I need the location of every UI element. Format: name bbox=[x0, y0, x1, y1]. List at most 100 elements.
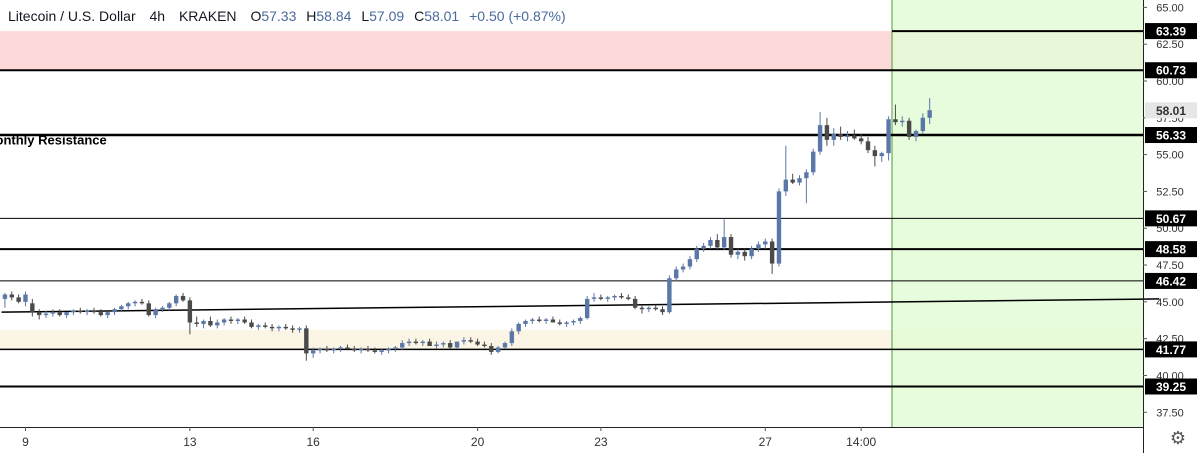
candle bbox=[776, 188, 782, 267]
candle bbox=[269, 323, 275, 332]
level-tag bbox=[1145, 62, 1197, 79]
candle-body bbox=[441, 343, 446, 345]
candle bbox=[98, 309, 104, 317]
candle-body bbox=[886, 119, 891, 154]
candle bbox=[297, 326, 302, 333]
candle-body bbox=[626, 297, 631, 299]
candle-body bbox=[468, 340, 473, 342]
annotation-label-0: onthly Resistance bbox=[0, 133, 107, 148]
candle-body bbox=[372, 350, 378, 352]
candle-body bbox=[776, 191, 782, 264]
candle-body bbox=[447, 343, 453, 348]
candle bbox=[564, 320, 569, 327]
low-value: 57.09 bbox=[369, 8, 405, 24]
candle bbox=[769, 238, 775, 274]
candle bbox=[50, 309, 56, 317]
candle-body bbox=[872, 150, 878, 157]
candle-body bbox=[249, 322, 254, 327]
interval-label: 4h bbox=[149, 8, 166, 24]
candle-body bbox=[756, 244, 761, 249]
candle bbox=[715, 234, 720, 251]
candle bbox=[468, 337, 473, 344]
candle bbox=[126, 301, 131, 310]
candle-body bbox=[509, 331, 515, 344]
candle bbox=[578, 316, 583, 324]
level-tag bbox=[1145, 272, 1197, 289]
price-tick-label: 52.50 bbox=[1156, 186, 1184, 198]
candle bbox=[763, 238, 768, 249]
candle bbox=[146, 300, 151, 317]
candle-body bbox=[550, 319, 556, 323]
candle-body bbox=[571, 320, 576, 323]
level-tag bbox=[1145, 23, 1197, 40]
candle-body bbox=[502, 343, 508, 348]
candle-body bbox=[276, 326, 282, 329]
candle-body bbox=[708, 240, 713, 246]
candle-body bbox=[639, 307, 645, 310]
candle bbox=[235, 318, 241, 324]
level-tag-label: 46.42 bbox=[1156, 274, 1186, 288]
candle-body bbox=[694, 248, 699, 260]
candle bbox=[352, 346, 357, 352]
candle-body bbox=[557, 322, 562, 324]
candle bbox=[173, 294, 179, 307]
candle bbox=[393, 346, 398, 352]
candle-body bbox=[194, 322, 199, 324]
candle bbox=[797, 175, 802, 186]
candle bbox=[927, 98, 932, 124]
close-value: 58.01 bbox=[424, 8, 460, 24]
candle-body bbox=[578, 318, 583, 321]
candle bbox=[400, 340, 405, 351]
candle bbox=[365, 346, 371, 352]
candle-body bbox=[783, 179, 789, 192]
candle-body bbox=[235, 319, 241, 321]
candle-body bbox=[221, 319, 227, 323]
candle bbox=[537, 316, 542, 323]
level-tag-label: 56.33 bbox=[1156, 129, 1186, 143]
candle bbox=[263, 322, 268, 329]
level-tag bbox=[1145, 127, 1197, 144]
price-zone-1 bbox=[0, 329, 1143, 350]
candle bbox=[584, 295, 590, 320]
candle-body bbox=[715, 240, 720, 248]
candle-body bbox=[838, 133, 843, 137]
candle bbox=[838, 126, 843, 140]
candle bbox=[728, 234, 734, 258]
candle-body bbox=[304, 328, 309, 354]
candle bbox=[817, 111, 823, 155]
level-tag-label: 50.67 bbox=[1156, 212, 1186, 226]
candle-body bbox=[749, 248, 754, 257]
candle bbox=[495, 346, 501, 354]
candle-body bbox=[523, 320, 528, 324]
candle bbox=[756, 241, 761, 252]
candle-body bbox=[400, 343, 405, 348]
price-tick-label: 55.00 bbox=[1156, 150, 1184, 162]
candle-body bbox=[831, 133, 836, 140]
candle bbox=[687, 256, 693, 270]
price-tick-label: 65.00 bbox=[1156, 2, 1184, 14]
candle-body bbox=[263, 325, 268, 327]
price-tick-label: 37.50 bbox=[1156, 407, 1184, 419]
candle-body bbox=[530, 319, 535, 321]
candle bbox=[509, 328, 515, 347]
candle bbox=[804, 169, 809, 204]
candle-body bbox=[187, 300, 193, 323]
candle bbox=[64, 312, 69, 319]
price-tick-label: 47.50 bbox=[1156, 260, 1184, 272]
candle-body bbox=[489, 346, 494, 352]
candle bbox=[879, 151, 884, 162]
candle-body bbox=[57, 312, 62, 316]
chart-legend: Litecoin / U.S. Dollar 4h KRAKEN O57.33 … bbox=[8, 8, 566, 24]
candle-body bbox=[598, 297, 604, 299]
candle-body bbox=[331, 348, 336, 351]
candle bbox=[721, 219, 727, 251]
time-tick-label: 23 bbox=[594, 435, 608, 449]
candle bbox=[591, 293, 597, 302]
candle bbox=[30, 298, 35, 317]
candle bbox=[454, 341, 460, 349]
candle bbox=[735, 248, 741, 260]
candle-body bbox=[769, 241, 775, 264]
candle-body bbox=[208, 320, 213, 326]
gear-icon[interactable]: ⚙ bbox=[1169, 428, 1186, 449]
